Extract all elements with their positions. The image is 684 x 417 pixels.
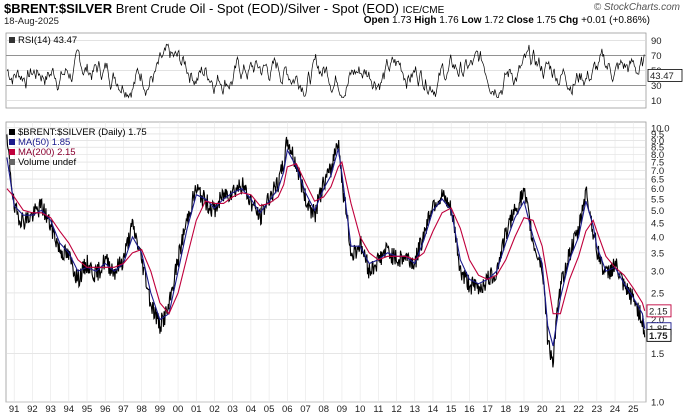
symbol-description: Brent Crude Oil - Spot (EOD)/Silver - Sp… bbox=[115, 1, 399, 16]
price-tick-label: 10.0 bbox=[651, 123, 670, 134]
chart-title: $BRENT:$SILVER Brent Crude Oil - Spot (E… bbox=[4, 1, 444, 16]
rsi-line bbox=[6, 43, 645, 99]
chg-label: Chg bbox=[558, 15, 579, 26]
legend-ma50-icon bbox=[9, 139, 15, 145]
x-tick-label: 00 bbox=[173, 404, 184, 415]
legend-ma200-icon bbox=[9, 149, 15, 155]
x-tick-label: 97 bbox=[118, 404, 129, 415]
price-tick-label: 5.5 bbox=[651, 194, 664, 205]
price-panel: 1.0 1.5 2.0 2.5 3.0 3.5 4.0 4.55.05.56.06.57.07… bbox=[5, 121, 672, 415]
x-tick-label: 14 bbox=[428, 404, 439, 415]
price-tick-label: 1.0 bbox=[651, 398, 664, 409]
x-tick-label: 23 bbox=[592, 404, 603, 415]
x-tick-label: 25 bbox=[628, 404, 639, 415]
price-tick-label: 9.5 bbox=[651, 129, 664, 140]
stockcharts-logo[interactable]: © StockCharts.com bbox=[593, 2, 680, 13]
rsi-tick-label: 10 bbox=[651, 96, 662, 107]
x-tick-label: 98 bbox=[136, 404, 147, 415]
open-value: 1.73 bbox=[392, 15, 412, 26]
x-tick-label: 13 bbox=[409, 404, 420, 415]
x-tick-label: 24 bbox=[610, 404, 621, 415]
x-tick-label: 03 bbox=[227, 404, 238, 415]
price-tick-label: 5.0 bbox=[651, 206, 664, 217]
x-tick-label: 12 bbox=[391, 404, 402, 415]
x-tick-label: 99 bbox=[155, 404, 166, 415]
legend-volume-icon bbox=[9, 159, 15, 165]
price-tick-label: 1.5 bbox=[651, 349, 664, 360]
x-tick-label: 09 bbox=[337, 404, 348, 415]
low-value: 1.72 bbox=[484, 15, 504, 26]
x-tick-label: 17 bbox=[482, 404, 493, 415]
legend-ma50-label: MA(50) 1.85 bbox=[18, 137, 70, 148]
ma200-last-value: 2.15 bbox=[649, 306, 668, 317]
x-tick-label: 05 bbox=[264, 404, 275, 415]
legend-ma200-label: MA(200) 2.15 bbox=[18, 147, 76, 158]
price-tick-label: 6.5 bbox=[651, 175, 664, 186]
rsi-last-value: 43.47 bbox=[650, 71, 674, 82]
x-tick-label: 15 bbox=[446, 404, 457, 415]
x-tick-label: 02 bbox=[209, 404, 220, 415]
price-tick-label: 2.5 bbox=[651, 288, 664, 299]
high-label: High bbox=[414, 15, 437, 26]
price-tick-label: 7.5 bbox=[651, 158, 664, 169]
x-tick-label: 04 bbox=[246, 404, 257, 415]
ma200-last-tag bbox=[646, 304, 672, 318]
legend-price-label: $BRENT:$SILVER (Daily) 1.75 bbox=[18, 127, 147, 138]
price-tick-label: 9.0 bbox=[651, 136, 664, 147]
x-tick-label: 19 bbox=[519, 404, 530, 415]
rsi-legend-label: RSI(14) 43.47 bbox=[18, 35, 77, 46]
price-tick-label: 4.5 bbox=[651, 218, 664, 229]
legend-volume-label: Volume undef bbox=[18, 157, 76, 168]
x-tick-label: 18 bbox=[501, 404, 512, 415]
rsi-tick-label: 90 bbox=[651, 36, 662, 47]
x-tick-label: 22 bbox=[573, 404, 584, 415]
x-tick-label: 91 bbox=[9, 404, 20, 415]
price-line bbox=[6, 134, 646, 368]
rsi-last-tag bbox=[647, 68, 683, 82]
x-tick-label: 95 bbox=[82, 404, 93, 415]
price-tick-label: 8.0 bbox=[651, 150, 664, 161]
x-tick-label: 20 bbox=[537, 404, 548, 415]
x-tick-label: 16 bbox=[464, 404, 475, 415]
x-tick-label: 11 bbox=[373, 404, 383, 415]
price-tick-label: 7.0 bbox=[651, 166, 664, 177]
legend-price-icon bbox=[9, 129, 15, 135]
price-tick-label: 4.0 bbox=[651, 232, 664, 243]
ma200-line bbox=[6, 160, 646, 315]
rsi-tick-label: 30 bbox=[651, 81, 662, 92]
close-value: 1.75 bbox=[536, 15, 557, 26]
x-tick-label: 01 bbox=[191, 404, 202, 415]
price-tick-label: 2.0 bbox=[651, 315, 664, 326]
x-tick-label: 96 bbox=[100, 404, 111, 415]
x-tick-label: 21 bbox=[555, 404, 566, 415]
price-tick-label: 3.0 bbox=[651, 267, 664, 278]
x-tick-label: 93 bbox=[45, 404, 56, 415]
ohlc-readout: Open 1.73 High 1.76 Low 1.72 Close 1.75 … bbox=[364, 15, 650, 26]
price-last-tag bbox=[646, 328, 672, 342]
chart-date: 18-Aug-2025 bbox=[4, 16, 59, 27]
low-label: Low bbox=[461, 15, 482, 26]
price-tick-label: 8.5 bbox=[651, 143, 664, 154]
open-label: Open bbox=[363, 15, 390, 26]
chg-value: +0.01 (+0.86%) bbox=[581, 15, 650, 26]
price-tick-label: 3.5 bbox=[651, 248, 664, 259]
x-tick-label: 06 bbox=[282, 404, 293, 415]
close-label: Close bbox=[506, 15, 534, 26]
x-tick-label: 94 bbox=[64, 404, 75, 415]
ma50-line bbox=[6, 148, 646, 347]
price-last-value: 1.75 bbox=[649, 331, 668, 342]
exchange: ICE/CME bbox=[402, 5, 445, 16]
x-tick-label: 92 bbox=[27, 404, 38, 415]
rsi-tick-label: 70 bbox=[651, 51, 662, 62]
high-value: 1.76 bbox=[439, 15, 459, 26]
x-tick-label: 07 bbox=[300, 404, 311, 415]
symbol: $BRENT:$SILVER bbox=[4, 1, 113, 16]
x-tick-label: 08 bbox=[318, 404, 329, 415]
rsi-legend-icon bbox=[9, 37, 15, 43]
price-tick-label: 6.0 bbox=[651, 184, 664, 195]
x-tick-label: 10 bbox=[355, 404, 366, 415]
